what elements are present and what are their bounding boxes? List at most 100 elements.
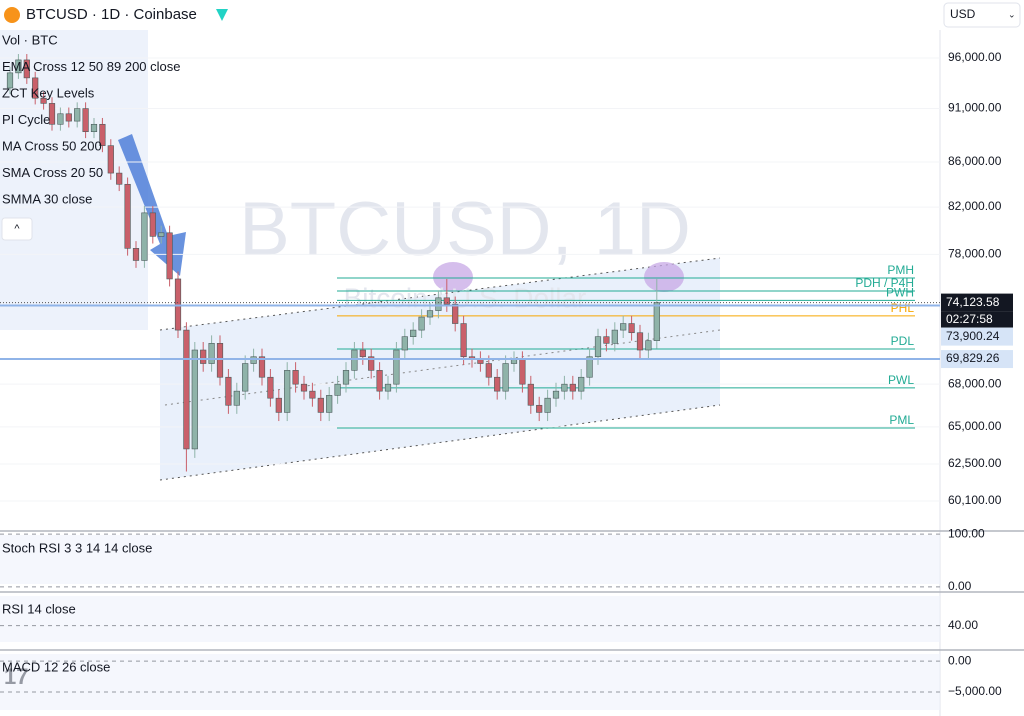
candle-body — [23, 59, 30, 79]
symbol-title: BTCUSD · 1D · Coinbase — [26, 6, 197, 23]
key-level-label: PWL — [888, 373, 914, 387]
y-tick-label: 0.00 — [948, 653, 972, 667]
currency-select[interactable] — [943, 2, 1021, 28]
y-tick-label: 86,000.00 — [948, 154, 1002, 168]
indicator-label: PI Cycle — [2, 112, 50, 127]
candle-body — [208, 343, 215, 364]
currency: USD — [950, 7, 976, 21]
candle-body — [527, 383, 534, 406]
price-tag — [941, 350, 1013, 369]
candle-body — [216, 343, 224, 378]
key-level-label: PMH — [887, 263, 914, 277]
candle-body — [250, 356, 257, 364]
candle-body — [141, 212, 148, 261]
candle-body — [452, 303, 459, 324]
y-tick-label: 100.00 — [948, 526, 985, 540]
pane-band — [0, 596, 940, 642]
candle-body — [242, 363, 249, 392]
indicator-label: ZCT Key Levels — [2, 85, 95, 100]
candle-body — [653, 302, 660, 341]
watermark: BTCUSD, 1D — [239, 187, 691, 272]
collapse-button[interactable] — [1, 217, 33, 241]
channel-line — [159, 257, 721, 331]
candle-body — [611, 329, 618, 344]
y-tick-label: 82,000.00 — [948, 199, 1002, 213]
candle-body — [32, 77, 39, 99]
y-tick-label: 65,000.00 — [948, 419, 1002, 433]
candle-body — [628, 323, 635, 334]
candle-body — [275, 397, 282, 413]
candle-body — [561, 383, 568, 392]
pane-title: Stoch RSI 3 3 14 14 close — [2, 540, 152, 555]
candle-body — [569, 383, 576, 392]
candle-body — [410, 329, 417, 337]
channel-line — [159, 404, 721, 481]
candle-body — [309, 390, 316, 399]
price-tag-label: 73,900.24 — [946, 329, 1000, 343]
indicator-label: SMA Cross 20 50 — [2, 165, 103, 180]
candle-body — [166, 232, 173, 280]
y-tick-label: −5,000.00 — [948, 684, 1002, 698]
candle-body — [594, 336, 602, 358]
plot: 96,000.00 91,000.00 86,000.00 82,000.00 78,0… — [0, 30, 1002, 716]
candle-body — [74, 108, 81, 122]
indicator-label: MA Cross 50 200 — [2, 138, 102, 153]
y-tick-label: 60,100.00 — [948, 493, 1002, 507]
candle-body — [107, 145, 114, 174]
channel-fill — [0, 30, 148, 330]
candle-body — [603, 336, 610, 344]
price-tag — [941, 293, 1013, 312]
indicator-label: EMA Cross 12 50 89 200 close — [2, 59, 181, 74]
pane-title: MACD 12 26 close — [2, 659, 110, 674]
candle-body — [359, 349, 366, 358]
pane-title: RSI 14 close — [2, 601, 76, 616]
candle-body — [200, 349, 207, 364]
candle-body — [544, 397, 551, 413]
y-tick-label: 62,500.00 — [948, 456, 1002, 470]
channel-fill — [160, 258, 720, 480]
y-tick-label: 0.00 — [948, 579, 972, 593]
candle-body — [82, 108, 89, 133]
candle-body — [99, 123, 106, 146]
candle-body — [334, 383, 341, 396]
candle-body — [116, 172, 123, 185]
price-tag-label: 74,123.58 — [946, 295, 1000, 309]
candle-body — [267, 376, 274, 399]
candle-body — [435, 297, 442, 311]
pane-band — [0, 535, 940, 584]
y-tick-label: 40.00 — [948, 618, 978, 632]
candle-body — [376, 370, 383, 392]
candle-body — [284, 370, 291, 413]
indicator-label: Vol · BTC — [2, 32, 58, 47]
highlight — [644, 262, 684, 292]
indicator-label: SMMA 30 close — [2, 191, 92, 206]
candle-body — [502, 363, 509, 392]
candle-body — [368, 356, 375, 371]
candle-body — [536, 404, 543, 413]
header — [0, 0, 1024, 30]
candle-body — [552, 390, 560, 399]
candle-body — [40, 97, 47, 104]
candle-body — [494, 376, 501, 392]
candle-body — [57, 113, 64, 125]
candle-body — [620, 323, 627, 331]
candle-body — [317, 397, 324, 413]
candle-body — [384, 383, 392, 392]
candle-body — [225, 376, 232, 406]
candle-body — [132, 248, 140, 261]
candle-body — [418, 316, 425, 331]
flag — [216, 9, 228, 21]
candle-body — [578, 376, 585, 392]
countdown-tag — [941, 311, 1013, 328]
candle-body — [326, 395, 333, 413]
candle-body — [401, 336, 408, 351]
y-tick-label: 68,000.00 — [948, 376, 1002, 390]
y-tick-label: 91,000.00 — [948, 101, 1002, 115]
candle-body — [519, 359, 526, 385]
candle-body — [510, 359, 518, 364]
y-tick-label: 78,000.00 — [948, 247, 1002, 261]
candle-body — [393, 349, 400, 385]
candle-body — [258, 356, 266, 378]
candle-body — [158, 232, 165, 237]
